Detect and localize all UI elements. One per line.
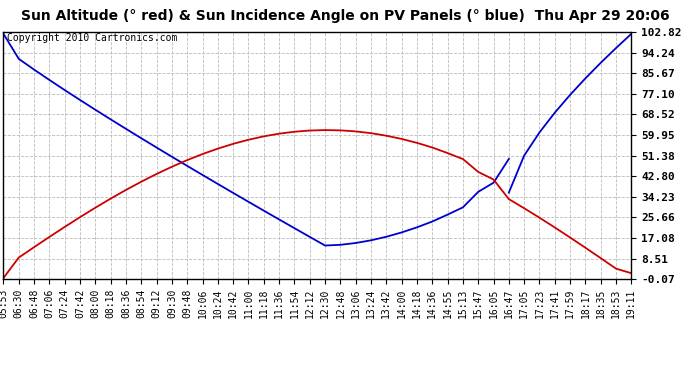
Text: Sun Altitude (° red) & Sun Incidence Angle on PV Panels (° blue)  Thu Apr 29 20:: Sun Altitude (° red) & Sun Incidence Ang… [21,9,669,23]
Text: Copyright 2010 Cartronics.com: Copyright 2010 Cartronics.com [7,33,177,43]
